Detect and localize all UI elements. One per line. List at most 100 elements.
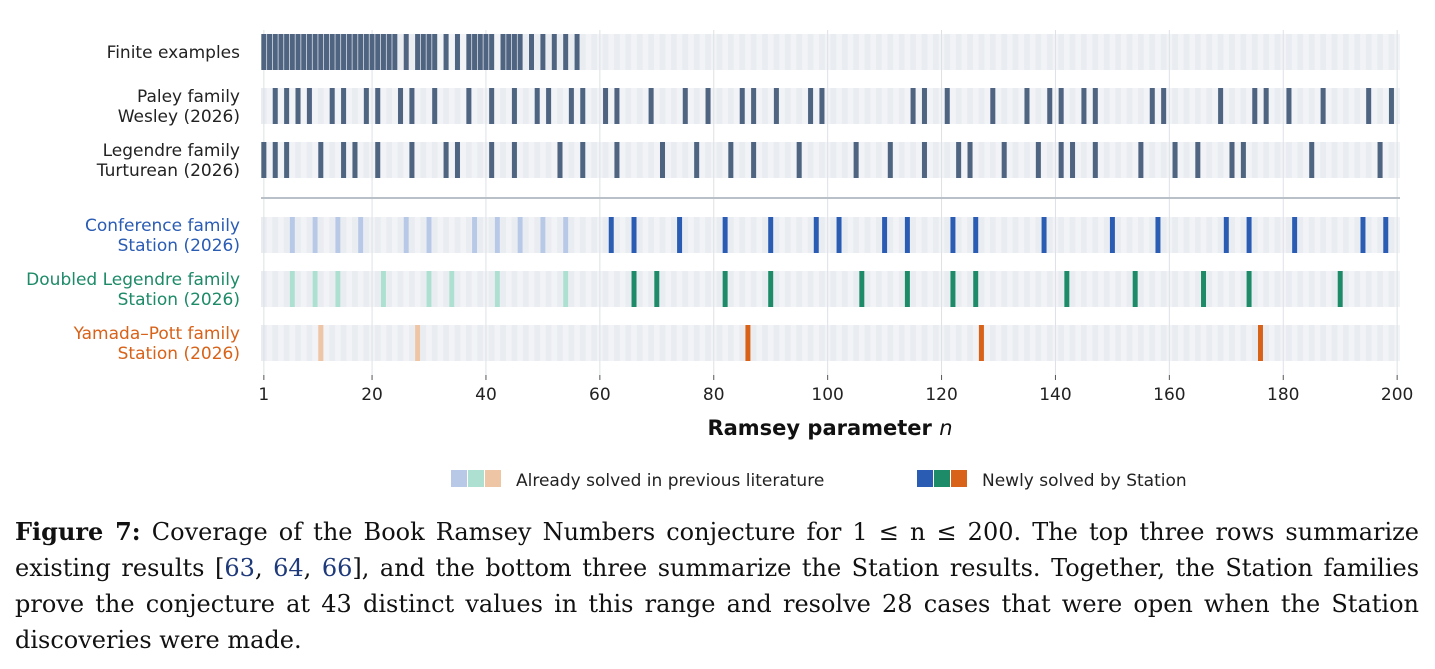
citation-link-2[interactable]: 64 bbox=[273, 554, 304, 582]
row-stripe bbox=[625, 217, 632, 253]
row-stripe bbox=[443, 217, 449, 253]
row-stripe bbox=[317, 217, 324, 253]
row-stripe bbox=[374, 217, 381, 253]
row-stripe bbox=[272, 217, 279, 253]
row-stripe bbox=[944, 325, 951, 361]
row-stripe bbox=[648, 271, 654, 307]
row-stripe bbox=[1149, 217, 1156, 253]
previous-literature-mark bbox=[494, 271, 500, 307]
row-stripe bbox=[648, 142, 654, 178]
row-stripe bbox=[454, 217, 461, 253]
existing-result-mark bbox=[267, 34, 273, 70]
existing-result-mark bbox=[574, 34, 580, 70]
row-stripe bbox=[1354, 88, 1361, 124]
row-stripe bbox=[306, 142, 313, 178]
row-stripe bbox=[750, 271, 757, 307]
row-label: Doubled Legendre family bbox=[26, 270, 240, 290]
previous-literature-mark bbox=[449, 271, 455, 307]
row-stripe bbox=[1081, 142, 1087, 178]
row-stripe bbox=[602, 34, 609, 70]
row-stripe bbox=[693, 34, 700, 70]
existing-result-mark bbox=[1081, 88, 1087, 124]
row-stripe bbox=[1331, 271, 1338, 307]
existing-result-mark bbox=[289, 34, 295, 70]
row-stripe bbox=[522, 217, 529, 253]
row-stripe bbox=[1058, 325, 1064, 361]
x-tick-label: 180 bbox=[1267, 385, 1299, 405]
row-stripe bbox=[978, 34, 985, 70]
row-stripe bbox=[1365, 34, 1372, 70]
row-stripe bbox=[1035, 88, 1042, 124]
row-stripe bbox=[955, 88, 962, 124]
existing-result-mark bbox=[944, 88, 950, 124]
row-stripe bbox=[466, 325, 472, 361]
row-stripe bbox=[477, 217, 484, 253]
row-stripe bbox=[887, 325, 894, 361]
station-new-mark bbox=[836, 217, 842, 253]
citation-link-3[interactable]: 66 bbox=[321, 554, 353, 582]
row-stripe bbox=[1081, 217, 1087, 253]
row-stripe bbox=[1024, 142, 1030, 178]
vertical-grid bbox=[263, 30, 1398, 375]
existing-result-mark bbox=[380, 34, 386, 70]
row-stripe bbox=[511, 271, 518, 307]
row-stripe bbox=[784, 34, 791, 70]
row-stripe bbox=[1194, 34, 1201, 70]
row-stripe bbox=[989, 34, 996, 70]
existing-result-mark bbox=[272, 34, 278, 70]
citation-link-1[interactable]: 63 bbox=[224, 554, 255, 582]
row-stripe bbox=[1365, 142, 1372, 178]
row-stripe bbox=[522, 88, 529, 124]
row-stripe bbox=[454, 325, 461, 361]
row-stripe bbox=[705, 325, 711, 361]
station-new-mark bbox=[631, 271, 637, 307]
station-new-mark bbox=[722, 217, 728, 253]
row-stripe bbox=[1103, 88, 1110, 124]
row-stripe bbox=[1172, 325, 1178, 361]
existing-result-mark bbox=[682, 88, 688, 124]
existing-result-mark bbox=[403, 34, 409, 70]
row-stripe bbox=[887, 34, 894, 70]
existing-result-mark bbox=[1286, 88, 1292, 124]
legend-swatch bbox=[468, 470, 484, 487]
row-label: Paley family bbox=[137, 87, 240, 107]
row-label: Conference family bbox=[85, 216, 240, 236]
row-stripe bbox=[1194, 88, 1201, 124]
station-new-mark bbox=[1223, 217, 1229, 253]
row-stripe bbox=[477, 142, 484, 178]
row-stripe bbox=[671, 271, 677, 307]
row-stripe bbox=[989, 217, 996, 253]
row-stripe bbox=[1183, 88, 1190, 124]
row-stripe bbox=[933, 271, 939, 307]
row-stripe bbox=[340, 271, 347, 307]
row-stripe bbox=[705, 34, 711, 70]
row-stripe bbox=[1388, 325, 1395, 361]
existing-result-mark bbox=[517, 34, 523, 70]
row-stripe bbox=[739, 217, 746, 253]
row-stripe bbox=[1138, 34, 1144, 70]
caption-sep-1: , bbox=[254, 554, 274, 582]
row-stripe bbox=[522, 34, 529, 70]
row-stripe bbox=[329, 271, 336, 307]
row-stripe bbox=[295, 325, 301, 361]
row-stripe bbox=[1308, 217, 1315, 253]
row-stripe bbox=[522, 325, 529, 361]
existing-result-mark bbox=[415, 34, 421, 70]
row-stripe bbox=[1024, 217, 1030, 253]
row-stripe bbox=[1069, 271, 1076, 307]
row-stripe bbox=[1274, 142, 1281, 178]
row-stripe bbox=[352, 271, 358, 307]
row-stripe bbox=[1012, 34, 1019, 70]
row-stripe bbox=[1183, 325, 1190, 361]
row-stripe bbox=[898, 217, 905, 253]
row-stripe bbox=[591, 217, 598, 253]
previous-literature-mark bbox=[318, 325, 324, 361]
previous-literature-mark bbox=[312, 271, 318, 307]
existing-result-mark bbox=[398, 88, 404, 124]
row-stripe bbox=[1103, 142, 1110, 178]
row-stripe bbox=[967, 217, 973, 253]
row-stripe bbox=[1069, 217, 1076, 253]
row-stripe bbox=[841, 271, 848, 307]
row-stripe bbox=[1308, 34, 1315, 70]
legend-swatch bbox=[934, 470, 950, 487]
